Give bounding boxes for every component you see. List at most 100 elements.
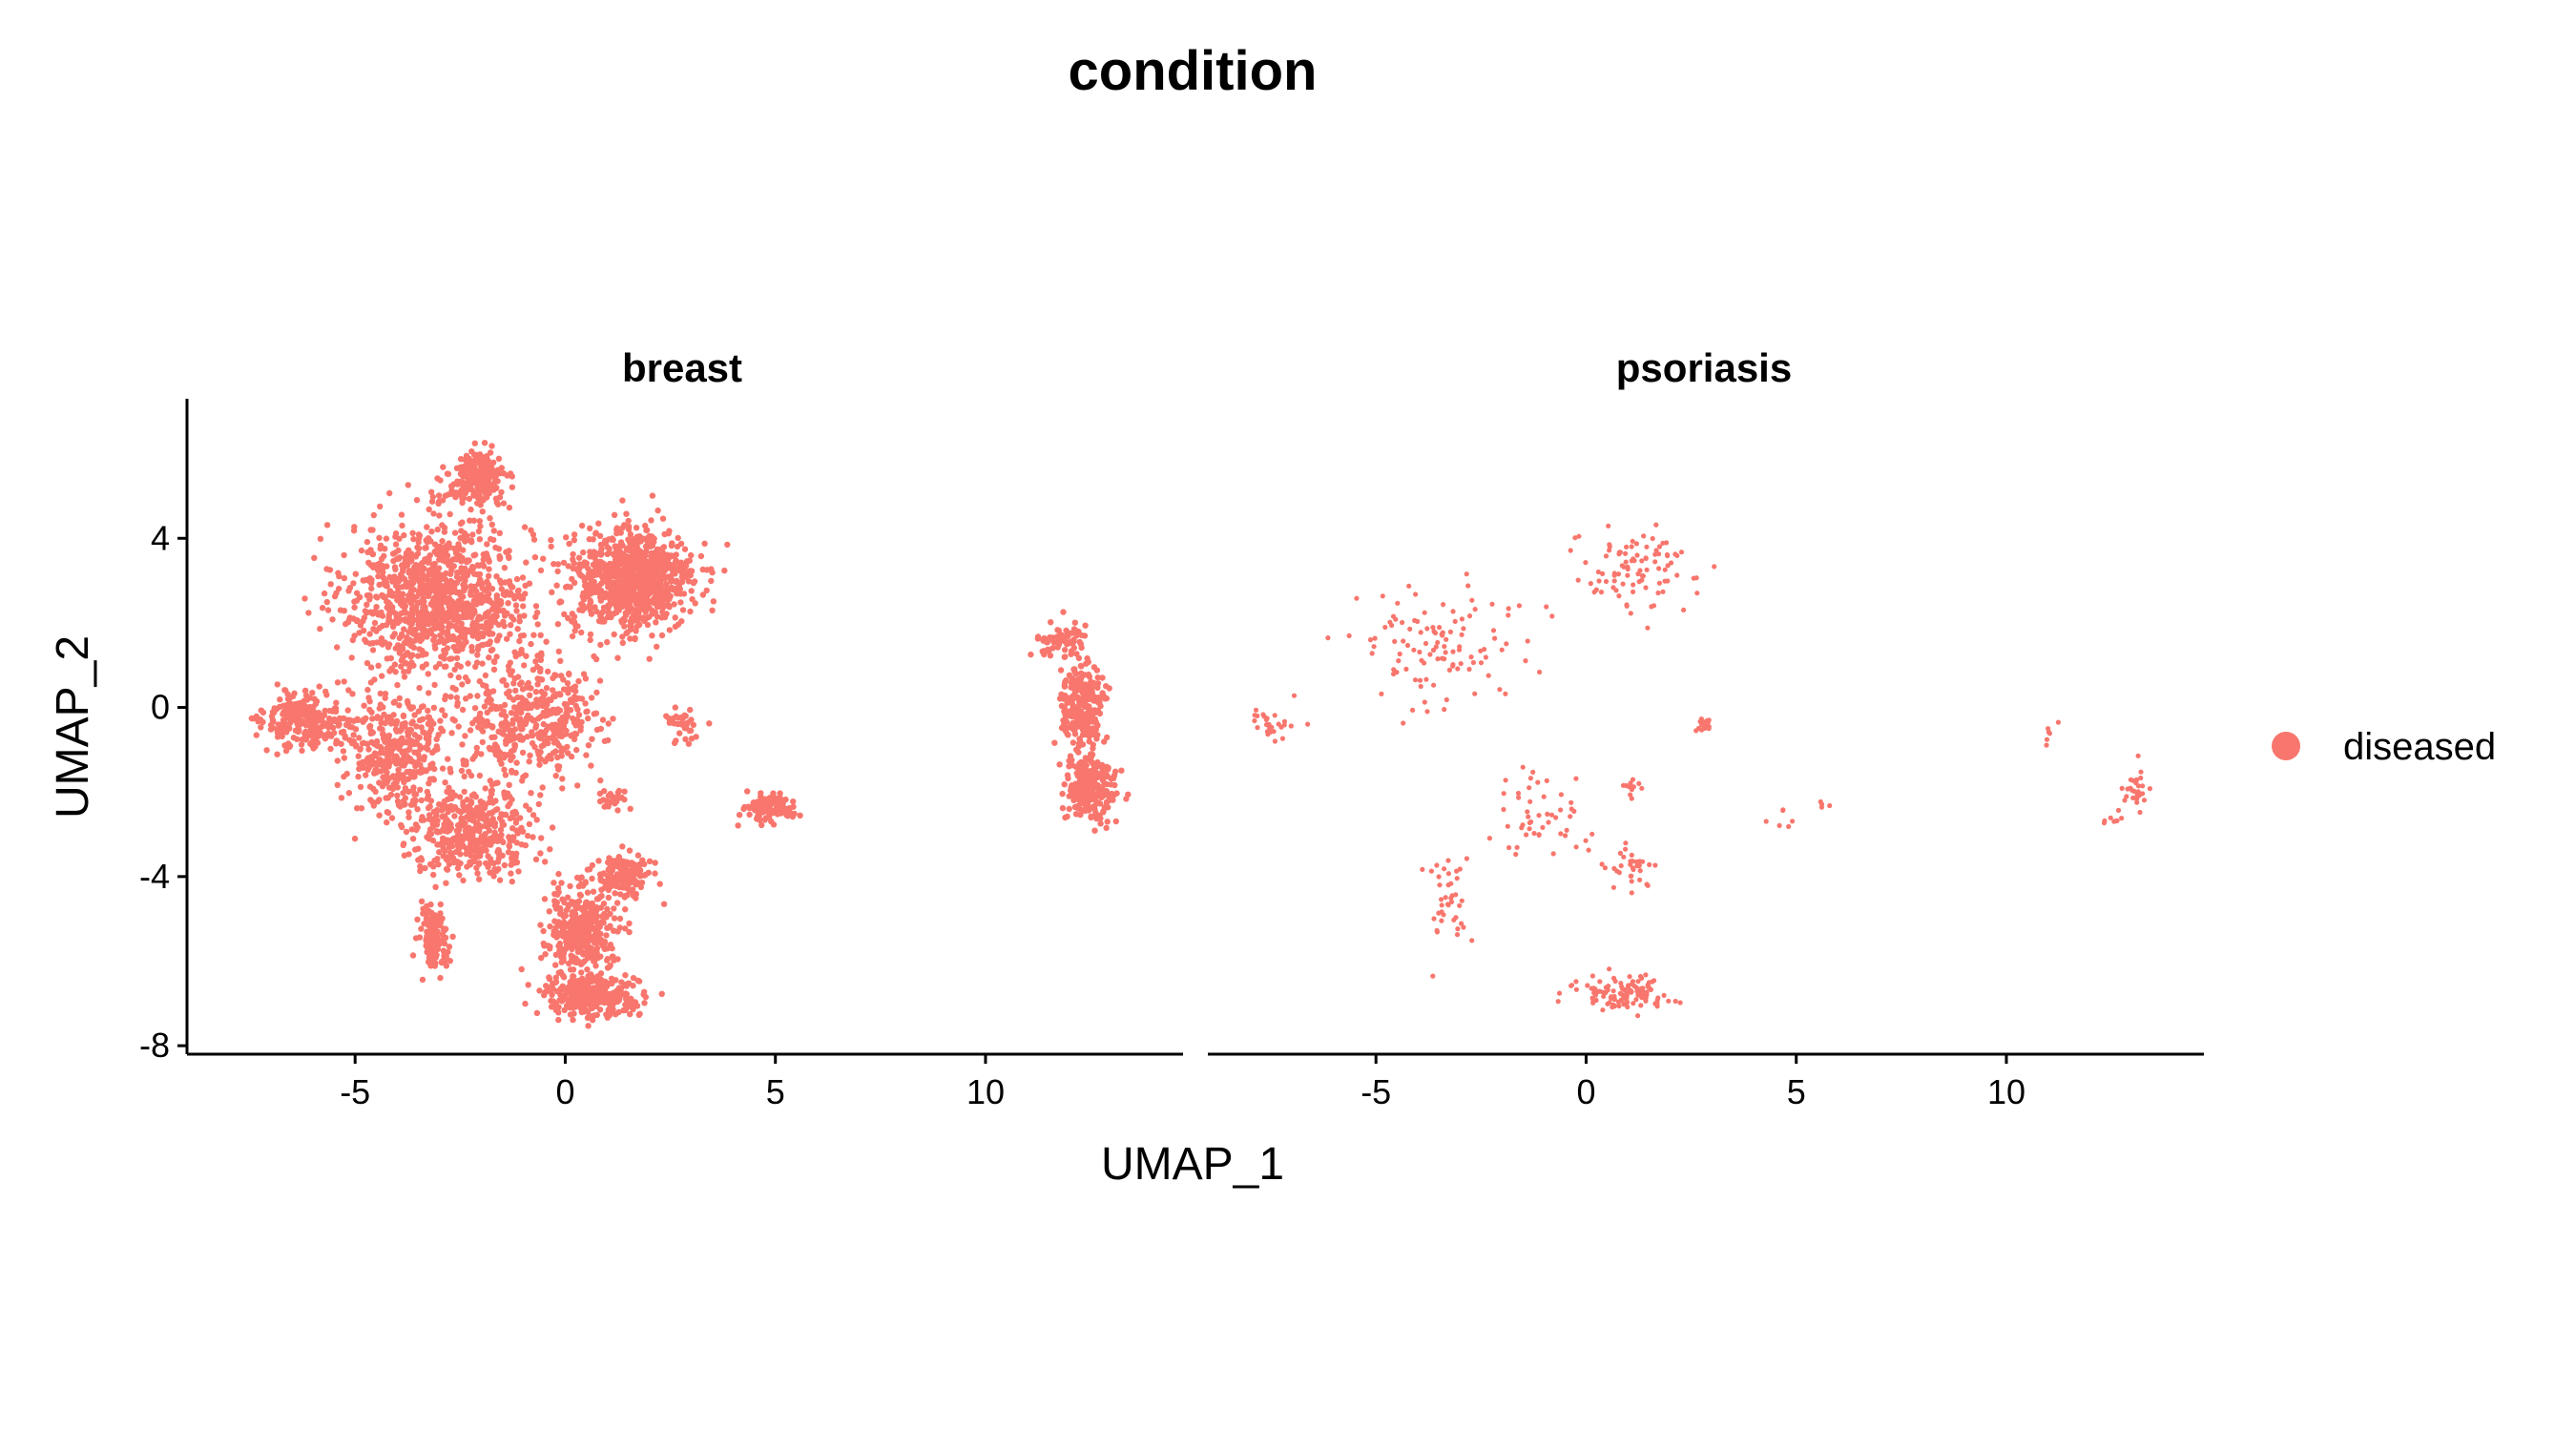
point-breast-c0-981 (469, 531, 476, 538)
point-breast-c9-292 (641, 1000, 648, 1006)
point-breast-c0-946 (451, 529, 459, 536)
point-breast-c5-336 (522, 697, 530, 704)
point-breast-c0-907 (473, 626, 481, 633)
point-breast-c1-414 (619, 639, 626, 647)
point-breast-c5-362 (486, 654, 492, 661)
point-breast-c5-343 (597, 777, 604, 784)
point-breast-c1-897 (554, 568, 561, 575)
point-breast-c3-200 (273, 706, 280, 713)
point-breast-c9-308 (559, 996, 566, 1004)
point-breast-c0-540 (384, 655, 390, 662)
point-breast-c6-387 (435, 841, 442, 848)
point-breast-c5-285 (523, 653, 530, 659)
point-breast-c1-325 (689, 595, 696, 603)
point-breast-c1-678 (595, 565, 603, 571)
point-breast-c8-353 (560, 958, 567, 964)
point-breast-c9-223 (552, 978, 560, 985)
point-breast-c8-72 (590, 888, 597, 895)
point-breast-c0-914 (348, 654, 355, 661)
point-breast-c13-45 (762, 815, 769, 821)
point-breast-c0-783 (540, 555, 547, 562)
point-breast-c6-220 (424, 796, 430, 802)
point-breast-c1-509 (549, 589, 555, 595)
point-breast-c0-1051 (435, 571, 442, 579)
point-breast-c1-742 (687, 568, 694, 574)
point-breast-c10-92 (605, 894, 613, 902)
point-breast-c4-397 (367, 797, 374, 803)
point-breast-c1-485 (672, 559, 678, 566)
point-breast-c10-145 (619, 843, 626, 850)
point-breast-c14-20 (1028, 651, 1034, 658)
point-breast-c0-509 (375, 572, 382, 580)
point-breast-c0-846 (366, 631, 373, 637)
point-breast-c4-53 (396, 702, 403, 709)
point-breast-c4-318 (371, 770, 378, 777)
point-breast-c8-194 (561, 899, 568, 906)
point-breast-c0-744 (468, 643, 475, 651)
point-breast-c13-95 (797, 812, 803, 819)
point-breast-c2-204 (435, 492, 443, 499)
point-breast-c0-423 (436, 512, 443, 519)
point-breast-c0-816 (490, 658, 497, 665)
point-breast-c0-927 (362, 608, 369, 614)
point-breast-c6-187 (446, 784, 452, 791)
point-breast-c5-294 (577, 727, 584, 734)
point-breast-c0-939 (467, 627, 473, 633)
point-breast-c8-358 (579, 904, 586, 912)
point-breast-c7-117 (424, 948, 430, 956)
point-breast-c9-297 (543, 988, 550, 995)
point-breast-c8-342 (600, 920, 607, 926)
point-breast-c0-293 (531, 553, 539, 561)
point-breast-c1-771 (646, 582, 653, 589)
point-breast-c1-451 (565, 563, 571, 570)
point-breast-c4-139 (355, 773, 362, 780)
point-breast-c0-880 (432, 548, 440, 554)
point-breast-c6-402 (487, 778, 493, 784)
point-breast-c6-320 (505, 790, 511, 797)
point-breast-c6-326 (480, 799, 487, 806)
point-breast-c4-379 (394, 771, 402, 778)
point-breast-c9-317 (592, 985, 599, 993)
point-breast-c1-843 (652, 597, 658, 604)
point-breast-c8-36 (546, 908, 552, 915)
point-breast-c0-1005 (405, 583, 412, 590)
point-breast-c5-265 (583, 752, 590, 758)
point-breast-c3-223 (304, 704, 311, 711)
point-breast-c1-371 (701, 540, 708, 547)
point-breast-c4-94 (334, 781, 341, 788)
point-breast-c0-555 (364, 538, 371, 546)
point-breast-c1-728 (690, 579, 697, 587)
point-breast-c0-1021 (405, 629, 412, 635)
point-breast-c6-90 (456, 872, 463, 879)
point-breast-c1-832 (589, 569, 596, 576)
point-breast-c0-1046 (451, 555, 459, 563)
point-breast-c7-109 (434, 943, 441, 950)
point-breast-c1-555 (651, 539, 657, 546)
point-breast-c8-137 (551, 918, 558, 924)
point-breast-c0-745 (409, 529, 416, 536)
point-breast-c0-1033 (461, 609, 467, 615)
point-breast-c4-292 (405, 729, 412, 736)
facet-label-breast: breast (622, 345, 742, 390)
point-breast-c0-410 (364, 659, 371, 667)
point-breast-c14-46 (1041, 634, 1048, 642)
point-breast-c0-967 (429, 598, 436, 605)
point-breast-c9-159 (620, 1006, 627, 1014)
point-breast-c5-374 (498, 729, 505, 736)
point-breast-c2-217 (470, 492, 477, 499)
point-breast-c5-243 (566, 707, 573, 714)
point-breast-c14-64 (1078, 644, 1085, 652)
point-breast-c1-866 (659, 550, 666, 557)
point-breast-c9-294 (558, 985, 566, 993)
point-breast-c3-253 (258, 707, 264, 714)
point-breast-c0-218 (429, 493, 436, 501)
point-breast-c1-828 (650, 586, 657, 593)
point-breast-c0-1020 (554, 561, 562, 568)
point-breast-c1-845 (620, 615, 628, 622)
point-breast-c4-155 (377, 690, 384, 697)
point-breast-c0-248 (424, 524, 430, 530)
point-breast-c6-449 (489, 816, 496, 822)
point-breast-c0-639 (378, 639, 384, 646)
point-breast-c0-751 (475, 528, 483, 535)
point-breast-c0-712 (391, 661, 399, 668)
